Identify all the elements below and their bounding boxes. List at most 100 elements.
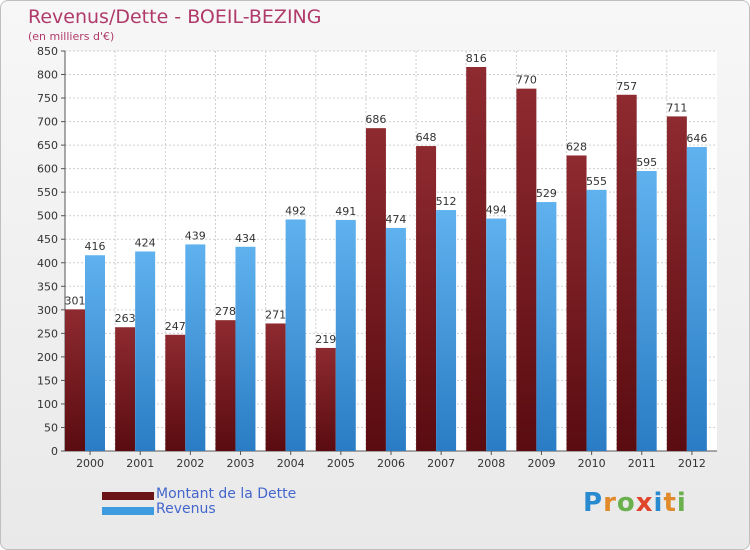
legend-label-debt: Montant de la Dette [156,486,297,502]
bar-revenus [536,202,557,451]
bar-debt [616,94,637,451]
data-label-debt: 263 [115,312,136,325]
y-tick-label: 750 [37,92,58,105]
y-tick-label: 500 [37,210,58,223]
y-tick-label: 450 [37,233,58,246]
y-tick-label: 250 [37,327,58,340]
data-label-debt: 271 [265,308,286,321]
bar-debt [416,146,437,451]
x-tick-label: 2010 [578,457,606,470]
data-label-debt: 648 [416,131,437,144]
data-label-revenus: 491 [335,205,356,218]
x-tick-label: 2006 [377,457,405,470]
bar-debt [516,88,537,451]
bar-debt [115,327,136,451]
x-tick-label: 2002 [176,457,204,470]
data-label-debt: 816 [466,52,487,65]
data-label-debt: 301 [65,294,86,307]
y-tick-label: 300 [37,304,58,317]
x-tick-label: 2001 [126,457,154,470]
data-label-debt: 628 [566,140,587,153]
x-tick-label: 2007 [427,457,455,470]
y-tick-label: 200 [37,351,58,364]
y-tick-label: 850 [37,45,58,58]
logo-letter: x [635,488,654,518]
data-label-debt: 757 [616,80,637,93]
legend-swatch-revenus [102,507,154,515]
x-tick-label: 2012 [678,457,706,470]
data-label-revenus: 439 [185,229,206,242]
data-label-debt: 686 [365,113,386,126]
chart-subtitle: (en milliers d'€) [28,30,115,43]
y-tick-label: 600 [37,163,58,176]
legend-swatch-debt [102,492,154,500]
bar-revenus [385,227,406,451]
bar-debt [265,323,286,451]
bar-revenus [185,244,206,451]
logo-letter: o [616,488,636,518]
data-label-revenus: 424 [135,236,156,249]
data-labels: 301 263 247 278 271 219 686 648 816 770 628 757 711 4… [65,52,708,346]
data-label-debt: 711 [666,101,687,114]
data-label-debt: 247 [165,320,186,333]
data-label-revenus: 492 [285,204,306,217]
logo-letter: t [663,488,677,518]
chart-title: Revenus/Dette - BOEIL-BEZING [28,6,322,28]
logo-letter: i [653,488,664,518]
bar-revenus [335,219,356,451]
y-tick-label: 400 [37,257,58,270]
bar-debt [215,320,236,451]
x-tick-label: 2003 [227,457,255,470]
y-tick-label: 0 [51,445,58,458]
data-label-debt: 219 [315,333,336,346]
bar-revenus [85,255,105,451]
x-tick-label: 2008 [477,457,505,470]
data-label-revenus: 595 [636,156,657,169]
data-label-debt: 770 [516,74,537,87]
data-label-revenus: 434 [235,232,256,245]
bar-revenus [285,219,306,451]
data-label-revenus: 474 [385,213,406,226]
bar-revenus [586,189,607,451]
data-label-revenus: 529 [536,187,557,200]
bar-debt [466,67,487,451]
bar-revenus [235,246,256,451]
bar-debt [165,334,186,451]
legend-label-revenus: Revenus [156,501,216,517]
y-tick-label: 350 [37,280,58,293]
data-label-debt: 278 [215,305,236,318]
x-tick-label: 2004 [277,457,305,470]
y-tick-label: 150 [37,374,58,387]
bar-debt [365,128,386,452]
bar-revenus [135,251,156,451]
proxiti-logo: Proxiti [583,488,687,518]
y-tick-label: 700 [37,116,58,129]
y-tick-label: 100 [37,398,58,411]
bar-revenus [436,210,457,451]
data-label-revenus: 416 [85,240,106,253]
y-tick-label: 800 [37,69,58,82]
data-label-revenus: 555 [586,175,607,188]
y-tick-label: 50 [44,421,58,434]
bar-debt [666,116,687,451]
data-label-revenus: 646 [686,132,707,145]
x-tick-label: 2011 [628,457,656,470]
bar-debt [566,155,587,451]
logo-letter: r [603,488,617,518]
x-tick-label: 2005 [327,457,355,470]
bar-debt [315,347,336,451]
logo-letter: i [676,488,687,518]
x-tick-label: 2009 [527,457,555,470]
bar-debt [65,309,85,451]
data-label-revenus: 512 [436,195,457,208]
bar-revenus [686,147,707,451]
data-label-revenus: 494 [486,204,507,217]
y-tick-label: 550 [37,186,58,199]
y-tick-label: 650 [37,139,58,152]
bar-revenus [636,171,657,451]
bars [65,67,707,452]
x-tick-label: 2000 [76,457,104,470]
logo-letter: P [583,488,604,518]
